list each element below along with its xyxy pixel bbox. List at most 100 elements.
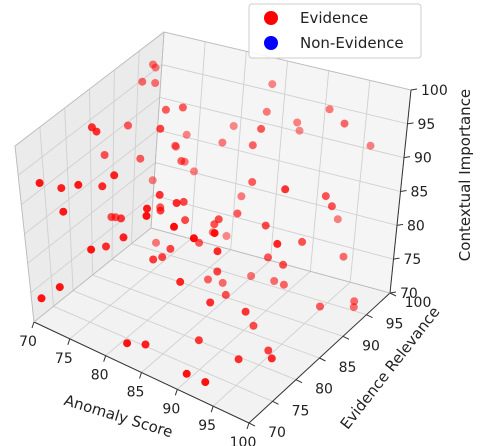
data-point-0-69 bbox=[148, 176, 157, 185]
data-point-0-78 bbox=[170, 222, 178, 231]
data-point-0-3 bbox=[119, 233, 128, 242]
data-point-0-52 bbox=[261, 221, 270, 230]
x-tick-6 bbox=[246, 422, 250, 430]
data-point-0-20 bbox=[37, 294, 46, 303]
z-tick-label-5: 95 bbox=[418, 117, 436, 133]
data-point-0-67 bbox=[179, 197, 188, 206]
data-point-0-74 bbox=[152, 238, 160, 247]
data-point-0-27 bbox=[316, 302, 324, 311]
y-tick-3 bbox=[319, 357, 326, 362]
y-tick-label-0: 70 bbox=[268, 425, 286, 441]
data-point-0-66 bbox=[149, 255, 158, 264]
data-point-0-4 bbox=[166, 244, 175, 253]
legend-label-non-evidence: Non-Evidence bbox=[300, 34, 404, 52]
data-point-0-58 bbox=[218, 138, 227, 147]
data-point-0-1 bbox=[74, 180, 83, 189]
data-point-0-54 bbox=[182, 369, 191, 378]
data-point-0-72 bbox=[142, 211, 151, 220]
data-point-0-51 bbox=[156, 203, 165, 212]
data-point-0-91 bbox=[178, 103, 187, 112]
data-point-0-77 bbox=[233, 209, 242, 218]
data-point-0-40 bbox=[181, 216, 190, 225]
z-tick-0 bbox=[389, 291, 397, 294]
data-point-0-71 bbox=[321, 192, 330, 201]
data-point-0-94 bbox=[190, 167, 198, 176]
x-tick-1 bbox=[67, 338, 71, 345]
data-point-0-42 bbox=[247, 272, 256, 280]
data-point-0-85 bbox=[172, 142, 180, 151]
data-point-0-93 bbox=[59, 207, 68, 216]
data-point-0-97 bbox=[35, 179, 44, 187]
z-tick-1 bbox=[393, 257, 400, 260]
x-tick-4 bbox=[174, 389, 178, 396]
data-point-0-59 bbox=[237, 192, 246, 201]
data-point-0-18 bbox=[194, 336, 203, 345]
data-point-0-89 bbox=[124, 121, 132, 130]
x-tick-2 bbox=[103, 355, 107, 362]
data-point-0-15 bbox=[350, 297, 359, 306]
data-point-0-13 bbox=[248, 178, 257, 186]
data-point-0-38 bbox=[208, 228, 217, 237]
y-tick-2 bbox=[295, 379, 303, 384]
legend-frame bbox=[248, 3, 422, 59]
data-point-0-17 bbox=[229, 122, 238, 130]
z-tick-5 bbox=[407, 122, 414, 125]
x-tick-label-1: 75 bbox=[55, 351, 73, 367]
data-point-0-12 bbox=[349, 303, 358, 312]
y-tick-label-4: 90 bbox=[362, 338, 380, 354]
data-point-0-47 bbox=[241, 307, 250, 316]
y-tick-label-2: 80 bbox=[315, 382, 333, 398]
data-point-0-80 bbox=[218, 278, 227, 287]
pane-edge-1 bbox=[33, 227, 152, 323]
data-point-0-16 bbox=[293, 118, 302, 127]
pane-edge-5 bbox=[14, 31, 165, 147]
data-point-0-88 bbox=[267, 354, 276, 363]
legend-marker-non-evidence bbox=[264, 36, 278, 50]
z-tick-label-2: 80 bbox=[407, 218, 425, 234]
data-point-0-95 bbox=[325, 105, 334, 114]
data-point-0-39 bbox=[366, 141, 375, 150]
y-tick-6 bbox=[389, 292, 397, 297]
z-tick-label-6: 100 bbox=[421, 83, 448, 99]
data-point-0-5 bbox=[143, 204, 151, 213]
pane-edge-6 bbox=[163, 31, 412, 91]
data-point-0-19 bbox=[248, 141, 257, 150]
left-pane bbox=[15, 32, 164, 322]
data-point-0-60 bbox=[262, 107, 271, 116]
data-point-0-68 bbox=[111, 213, 120, 222]
data-point-0-83 bbox=[156, 124, 165, 133]
data-point-0-0 bbox=[87, 245, 96, 254]
data-point-0-99 bbox=[180, 157, 189, 166]
data-point-0-82 bbox=[158, 253, 167, 262]
x-tick-label-4: 90 bbox=[162, 401, 180, 417]
y-tick-4 bbox=[342, 335, 350, 340]
y-tick-label-1: 75 bbox=[292, 403, 310, 419]
data-point-0-2 bbox=[298, 237, 307, 246]
data-point-0-43 bbox=[249, 321, 258, 330]
data-point-0-37 bbox=[281, 185, 290, 194]
data-point-0-76 bbox=[110, 171, 119, 180]
data-point-0-28 bbox=[210, 229, 219, 238]
data-point-0-81 bbox=[279, 280, 288, 289]
x-tick-label-5: 95 bbox=[198, 418, 216, 434]
data-point-0-41 bbox=[206, 298, 215, 307]
data-point-0-57 bbox=[87, 123, 96, 132]
data-point-0-75 bbox=[155, 190, 164, 199]
data-point-0-49 bbox=[234, 355, 243, 364]
x-tick-label-2: 80 bbox=[91, 368, 109, 384]
data-point-0-63 bbox=[201, 378, 210, 387]
x-tick-label-3: 85 bbox=[127, 385, 145, 401]
data-point-0-79 bbox=[214, 215, 223, 224]
y-tick-0 bbox=[248, 422, 256, 427]
y-tick-5 bbox=[366, 314, 373, 319]
tick-labels: 7070707575758080808585859090909595951001… bbox=[19, 83, 448, 446]
y-tick-1 bbox=[272, 400, 279, 405]
legend: Evidence Non-Evidence bbox=[248, 3, 422, 59]
data-point-0-62 bbox=[268, 80, 277, 89]
data-point-0-29 bbox=[172, 199, 181, 207]
data-point-0-55 bbox=[182, 130, 191, 139]
y-tick-label-5: 95 bbox=[386, 317, 404, 333]
data-point-0-11 bbox=[136, 154, 145, 163]
data-point-0-87 bbox=[279, 260, 288, 269]
